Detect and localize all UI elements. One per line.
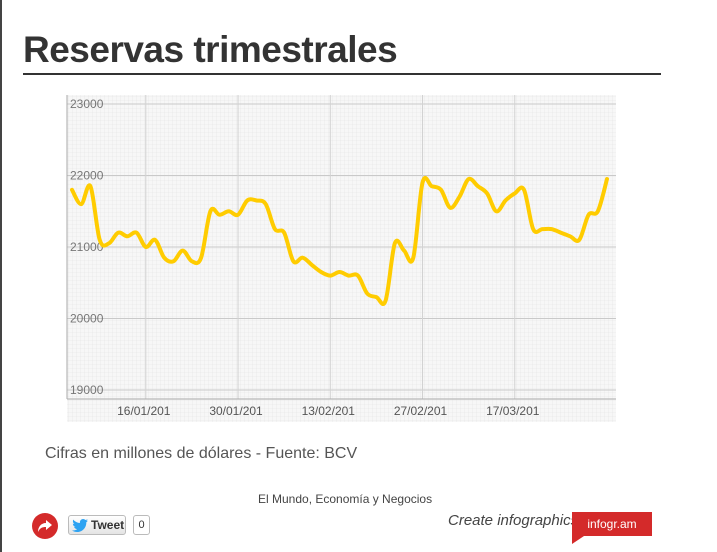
left-border xyxy=(0,0,2,552)
y-axis: 19000 20000 21000 22000 23000 xyxy=(70,97,104,397)
data-point xyxy=(144,246,147,248)
data-point xyxy=(209,210,212,213)
share-button[interactable] xyxy=(32,513,58,539)
data-point xyxy=(495,210,498,213)
data-point xyxy=(532,228,535,230)
data-point xyxy=(181,249,184,252)
infogram-badge-tail xyxy=(572,536,584,544)
y-tick-label: 20000 xyxy=(70,312,104,326)
data-point xyxy=(578,239,581,241)
data-point xyxy=(108,242,110,245)
data-point xyxy=(384,299,387,302)
data-point xyxy=(264,203,267,205)
data-point xyxy=(596,210,599,213)
data-point xyxy=(587,214,590,216)
data-point xyxy=(320,271,322,273)
data-point xyxy=(541,228,544,230)
x-tick-label: 17/03/201 xyxy=(486,404,540,418)
y-tick-label: 21000 xyxy=(70,240,104,254)
data-point xyxy=(338,271,341,273)
data-point xyxy=(430,185,433,188)
data-point xyxy=(274,228,276,230)
data-point xyxy=(283,231,285,234)
data-point xyxy=(172,260,175,263)
data-point xyxy=(228,210,230,213)
data-point xyxy=(421,181,424,184)
data-point xyxy=(237,214,239,216)
data-point xyxy=(135,231,138,234)
data-point xyxy=(98,239,101,241)
data-point xyxy=(117,231,119,234)
data-point xyxy=(126,235,129,238)
title-divider xyxy=(23,73,661,75)
x-tick-label: 27/02/201 xyxy=(394,404,448,418)
data-point xyxy=(560,231,562,234)
page-title: Reservas trimestrales xyxy=(23,29,398,70)
infogram-brand-badge[interactable]: infogr.am xyxy=(572,512,652,536)
data-point xyxy=(218,214,221,216)
data-point xyxy=(486,192,488,195)
data-point xyxy=(449,206,451,209)
data-point xyxy=(311,264,313,266)
series-points xyxy=(71,178,608,302)
x-tick-label: 13/02/201 xyxy=(302,404,356,418)
data-point xyxy=(523,189,525,191)
source-credit: El Mundo, Economía y Negocios xyxy=(258,492,433,506)
data-point xyxy=(347,274,350,277)
data-point xyxy=(154,239,156,241)
data-point xyxy=(80,203,83,205)
data-point xyxy=(301,256,304,259)
data-point xyxy=(467,178,470,180)
tweet-label: Tweet xyxy=(91,518,125,532)
y-tick-label: 23000 xyxy=(70,97,104,111)
data-point xyxy=(477,185,479,188)
data-point xyxy=(504,199,507,202)
chart-caption: Cifras en millones de dólares - Fuente: … xyxy=(45,445,358,462)
tweet-count-badge: 0 xyxy=(133,515,150,535)
plot-grid xyxy=(67,95,616,422)
x-tick-label: 16/01/201 xyxy=(117,404,171,418)
data-point xyxy=(163,256,166,259)
x-axis: 16/01/201 30/01/201 13/02/201 27/02/201 17/0… xyxy=(117,404,540,418)
share-arrow-icon xyxy=(38,520,52,532)
data-point xyxy=(246,199,249,202)
data-point xyxy=(71,189,73,191)
data-point xyxy=(394,242,396,245)
data-point xyxy=(357,274,359,277)
y-tick-label: 19000 xyxy=(70,383,104,397)
data-point xyxy=(200,256,202,259)
data-point xyxy=(292,260,295,263)
data-point xyxy=(550,228,553,230)
tweet-button[interactable]: Tweet xyxy=(68,515,126,535)
data-point xyxy=(412,256,415,259)
data-point xyxy=(191,260,193,263)
x-tick-label: 30/01/201 xyxy=(209,404,263,418)
data-point xyxy=(375,296,378,298)
data-point xyxy=(569,235,571,238)
data-point xyxy=(440,189,442,191)
data-point xyxy=(458,196,461,198)
major-grid xyxy=(67,95,616,399)
data-point xyxy=(329,274,332,277)
data-point xyxy=(366,292,368,295)
data-point xyxy=(513,192,516,195)
y-tick-label: 22000 xyxy=(70,169,104,183)
data-point xyxy=(403,249,405,252)
twitter-bird-icon xyxy=(72,518,88,532)
data-point xyxy=(89,185,92,188)
create-infographics-link[interactable]: Create infographics xyxy=(448,512,579,529)
line-chart: 19000 20000 21000 22000 23000 16/01/201 30/01… xyxy=(66,95,616,422)
data-point xyxy=(606,178,608,180)
data-point xyxy=(255,199,258,202)
